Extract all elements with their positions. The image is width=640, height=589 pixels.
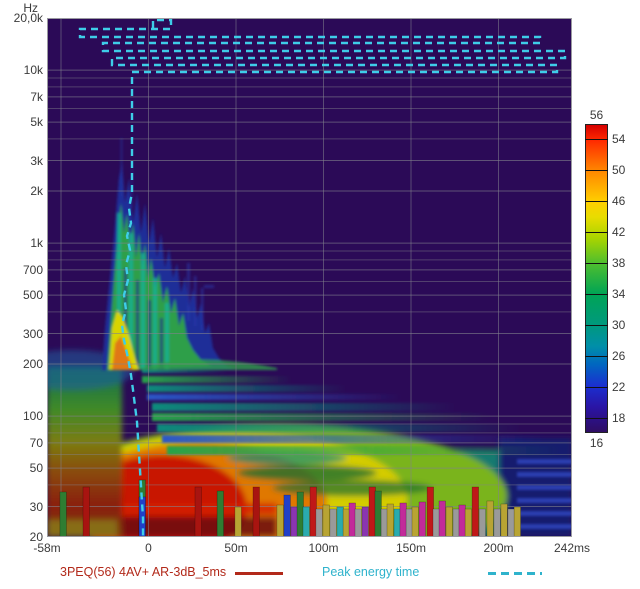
marker-bar bbox=[276, 504, 284, 537]
colorbar-tick bbox=[585, 355, 608, 357]
x-tick-label: -58m bbox=[33, 541, 61, 555]
marker-bar bbox=[82, 486, 90, 537]
y-tick-label: 5k bbox=[30, 115, 43, 130]
marker-bar bbox=[380, 508, 388, 537]
y-tick-label: 70 bbox=[29, 435, 43, 450]
marker-bar bbox=[354, 508, 362, 537]
legend-peak-label[interactable]: Peak energy time bbox=[322, 565, 420, 579]
marker-bar bbox=[374, 490, 382, 537]
marker-bar bbox=[452, 508, 460, 537]
marker-bar bbox=[445, 506, 453, 537]
marker-bar bbox=[486, 500, 494, 537]
x-tick-label: 242ms bbox=[553, 541, 591, 555]
colorbar-tick-label: 50 bbox=[612, 163, 626, 178]
marker-bar bbox=[386, 503, 394, 537]
colorbar-tick-label: 42 bbox=[612, 225, 626, 240]
marker-bar bbox=[59, 491, 67, 537]
marker-bar bbox=[432, 508, 440, 537]
marker-bar bbox=[411, 506, 419, 537]
y-tick-label: 200 bbox=[22, 357, 43, 371]
marker-bar bbox=[322, 504, 330, 537]
y-tick-label: 2k bbox=[30, 184, 43, 198]
marker-bar bbox=[471, 486, 479, 537]
marker-bar bbox=[500, 503, 508, 537]
marker-bar bbox=[194, 486, 202, 537]
marker-bar bbox=[478, 508, 486, 537]
x-tick-label: 150m bbox=[395, 541, 427, 555]
y-tick-label: 3k bbox=[30, 153, 43, 168]
legend-measurement-line bbox=[235, 572, 283, 575]
marker-bar bbox=[493, 508, 501, 537]
marker-bar bbox=[405, 508, 413, 537]
y-tick-label: 10k bbox=[23, 63, 43, 78]
marker-bar bbox=[315, 508, 323, 537]
x-tick-label: 100m bbox=[308, 541, 339, 555]
colorbar-tick bbox=[585, 232, 608, 234]
y-tick-label: 500 bbox=[22, 288, 43, 303]
marker-bar bbox=[361, 506, 369, 537]
colorbar-tick-label: 18 bbox=[612, 410, 626, 425]
y-tick-label: 20 bbox=[29, 530, 43, 544]
colorbar-tick-label: 26 bbox=[612, 348, 626, 363]
marker-bar bbox=[507, 508, 515, 537]
colorbar-tick bbox=[585, 263, 608, 265]
marker-bar bbox=[336, 506, 344, 537]
colorbar-tick bbox=[585, 417, 608, 419]
colorbar-min-label: 16 bbox=[589, 436, 604, 450]
x-tick-label: 0 bbox=[145, 541, 152, 555]
x-tick-label: 200m bbox=[483, 541, 514, 555]
marker-bar bbox=[309, 486, 317, 537]
marker-bar bbox=[216, 490, 224, 537]
marker-bar bbox=[399, 502, 407, 537]
colorbar-tick-label: 30 bbox=[612, 317, 626, 332]
colorbar-tick-label: 46 bbox=[612, 194, 626, 209]
y-tick-label: 700 bbox=[22, 262, 43, 277]
marker-bar bbox=[342, 508, 350, 537]
marker-bar bbox=[329, 508, 337, 537]
y-tick-label: 30 bbox=[29, 499, 43, 514]
marker-bar bbox=[426, 486, 434, 537]
colorbar-tick bbox=[585, 386, 608, 388]
y-tick-label: 50 bbox=[29, 461, 43, 476]
marker-bar bbox=[283, 494, 291, 537]
marker-bar bbox=[418, 501, 426, 537]
marker-bars bbox=[59, 479, 521, 537]
colorbar-tick bbox=[585, 201, 608, 203]
y-tick-label: 300 bbox=[22, 326, 43, 341]
plot-area[interactable] bbox=[47, 18, 572, 537]
colorbar-tick bbox=[585, 170, 608, 172]
marker-bar bbox=[464, 508, 472, 537]
marker-bar bbox=[393, 508, 401, 537]
y-tick-label: 20,0k bbox=[13, 11, 43, 25]
colorbar-tick-label: 22 bbox=[612, 379, 626, 394]
y-tick-label: 100 bbox=[22, 409, 43, 424]
legend-peak-line bbox=[488, 572, 542, 575]
y-tick-label: 1k bbox=[30, 236, 43, 251]
y-axis-title: Hz bbox=[23, 1, 38, 15]
marker-bar bbox=[348, 502, 356, 537]
marker-bar bbox=[252, 486, 260, 537]
legend-measurement-label[interactable]: 3PEQ(56) 4AV+ AR-3dB_5ms bbox=[60, 565, 227, 579]
plot-border bbox=[47, 18, 572, 537]
colorbar-tick-label: 34 bbox=[612, 286, 626, 301]
x-tick-label: 50m bbox=[224, 541, 248, 555]
marker-bar bbox=[458, 504, 466, 537]
y-tick-label: 7k bbox=[30, 89, 43, 104]
marker-bar bbox=[290, 506, 298, 537]
marker-bar bbox=[296, 491, 304, 537]
marker-bar bbox=[513, 506, 521, 537]
colorbar-tick-label: 38 bbox=[612, 256, 626, 271]
colorbar-tick bbox=[585, 324, 608, 326]
marker-bar bbox=[438, 500, 446, 537]
colorbar-max-label: 56 bbox=[589, 108, 604, 122]
marker-bar bbox=[302, 506, 310, 537]
marker-bar bbox=[368, 486, 376, 537]
colorbar-tick-label: 54 bbox=[612, 132, 626, 147]
colorbar-tick bbox=[585, 139, 608, 141]
marker-bar bbox=[234, 506, 242, 537]
colorbar-tick bbox=[585, 293, 608, 295]
grid-layer bbox=[47, 18, 572, 537]
